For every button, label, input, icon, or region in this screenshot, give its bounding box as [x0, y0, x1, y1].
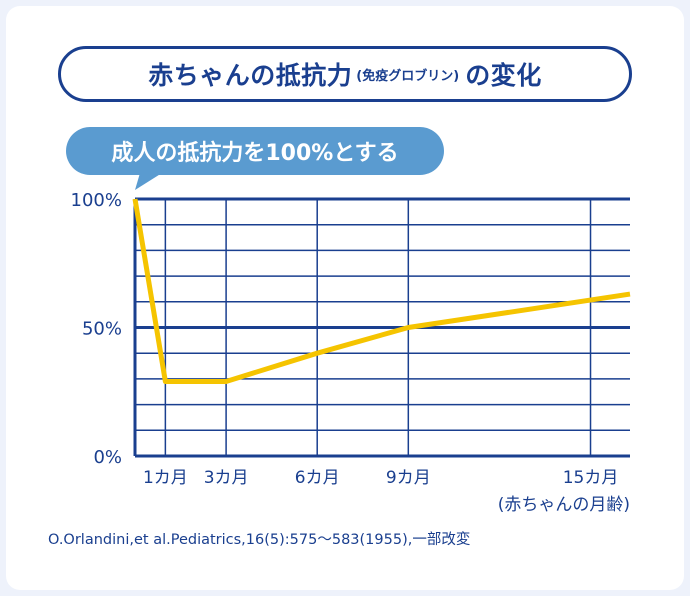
x-tick-label: 6カ月 — [295, 468, 340, 488]
y-tick-label: 50% — [82, 319, 122, 340]
callout-text: 成人の抵抗力を100%とする — [111, 140, 398, 166]
series-line — [132, 198, 631, 384]
axis-layer — [133, 199, 630, 458]
x-tick-label: 3カ月 — [204, 468, 249, 488]
x-axis-label: (赤ちゃんの月齢) — [498, 495, 630, 515]
x-tick-label: 15カ月 — [563, 468, 619, 488]
chart-card — [6, 6, 684, 590]
source-note: O.Orlandini,et al.Pediatrics,16(5):575〜5… — [48, 532, 471, 548]
series-layer — [132, 198, 631, 384]
callout-bubble: 成人の抵抗力を100%とする — [66, 127, 444, 190]
x-tick-label: 9カ月 — [386, 468, 431, 488]
y-tick-label: 100% — [71, 190, 122, 211]
title-main: 赤ちゃんの抵抗力 — [148, 61, 353, 90]
grid-layer — [135, 197, 630, 456]
chart-title: 赤ちゃんの抵抗力 (免疫グロブリン) の変化 — [58, 46, 632, 102]
x-tick-label: 1カ月 — [143, 468, 188, 488]
y-tick-label: 0% — [93, 447, 122, 468]
label-layer: 0% 50% 100% 1カ月 3カ月 6カ月 9カ月 15カ月 (赤ちゃんの月齢) — [71, 190, 630, 515]
title-suffix: の変化 — [465, 61, 542, 90]
title-paren: (免疫グロブリン) — [356, 68, 460, 84]
